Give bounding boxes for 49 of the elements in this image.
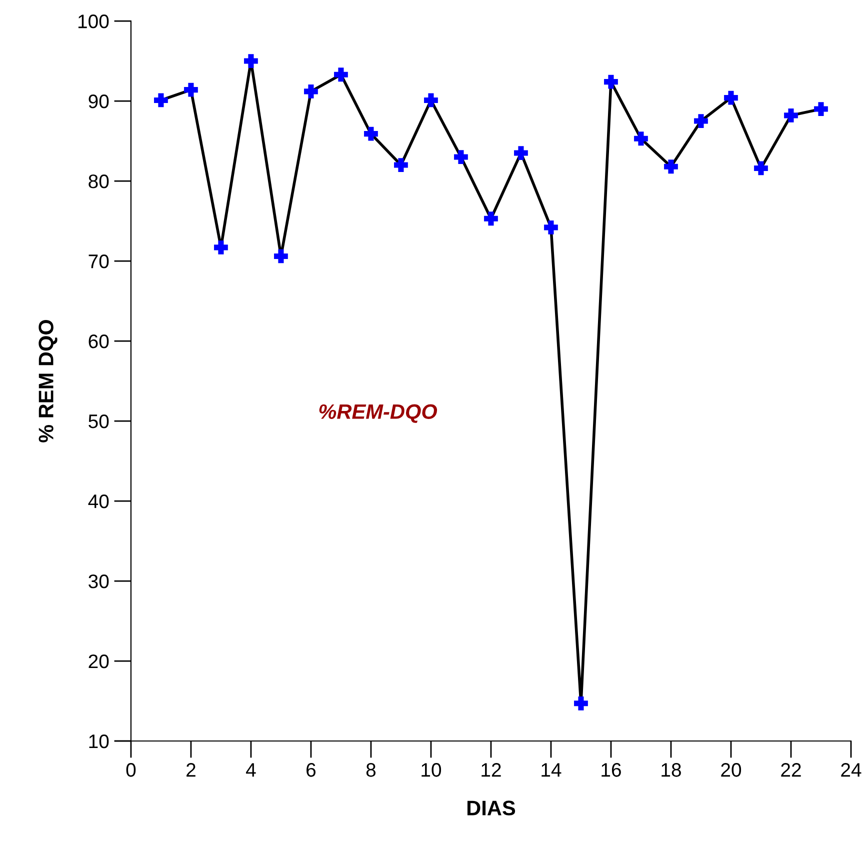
- point: [304, 84, 318, 98]
- x-tick-label: 6: [306, 763, 316, 777]
- y-axis-title: % REM DQO: [38, 320, 58, 442]
- point: [514, 146, 528, 160]
- x-tick-label: 22: [781, 763, 801, 777]
- y-tick-label: 80: [88, 174, 109, 188]
- point: [334, 68, 348, 82]
- y-tick-label: 30: [88, 574, 109, 588]
- x-tick-label: 20: [721, 763, 742, 777]
- point: [454, 150, 468, 164]
- point: [664, 160, 678, 174]
- x-tick-label: 10: [422, 763, 442, 777]
- x-tick-label: 8: [366, 763, 376, 777]
- point: [154, 93, 168, 108]
- y-tick-label: 20: [88, 654, 109, 668]
- y-tick-label: 50: [88, 414, 109, 428]
- point: [364, 126, 378, 141]
- point: [574, 696, 588, 710]
- point: [184, 82, 198, 97]
- y-tick-label: 90: [88, 94, 109, 108]
- point: [244, 54, 258, 68]
- x-tick-label: 2: [186, 763, 196, 777]
- point: [724, 90, 738, 105]
- y-tick-label: 100: [78, 14, 109, 28]
- y-tick-label: 10: [89, 734, 109, 748]
- x-tick-label: 18: [662, 763, 681, 777]
- x-tick-label: 24: [841, 763, 862, 777]
- point: [274, 249, 288, 264]
- point: [484, 212, 498, 226]
- x-tick-label: 12: [482, 763, 501, 777]
- point: [784, 108, 798, 122]
- y-tick-label: 70: [88, 254, 109, 268]
- point: [394, 158, 408, 172]
- y-tick-label: 40: [88, 494, 109, 508]
- point: [754, 161, 768, 176]
- point: [214, 240, 228, 254]
- x-tick-label: 0: [126, 763, 136, 777]
- point: [694, 114, 708, 128]
- point: [634, 132, 648, 146]
- y-tick-label: 60: [88, 334, 109, 348]
- x-tick-label: 14: [542, 763, 562, 777]
- point: [604, 74, 618, 89]
- annotation: %REM-DQO: [319, 404, 438, 423]
- point: [814, 102, 828, 116]
- point: [424, 93, 438, 108]
- x-tick-label: 16: [602, 763, 621, 777]
- x-axis-title: DIAS: [467, 800, 516, 816]
- x-tick-label: 4: [246, 763, 256, 777]
- point: [544, 220, 558, 234]
